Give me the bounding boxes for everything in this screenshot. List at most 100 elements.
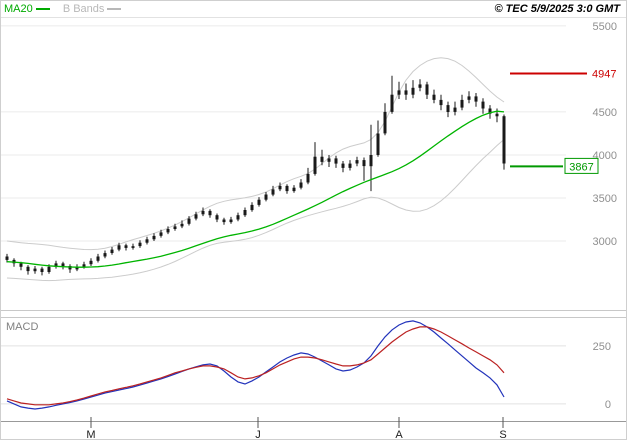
candle-body bbox=[425, 84, 429, 95]
candle-body bbox=[89, 260, 93, 265]
candle-body bbox=[117, 245, 121, 250]
candle-body bbox=[208, 210, 212, 216]
candle-body bbox=[187, 218, 191, 224]
macd-panel-title: MACD bbox=[6, 321, 39, 333]
candle-body bbox=[299, 182, 303, 188]
candle-body bbox=[229, 219, 233, 223]
candle-body bbox=[306, 173, 310, 183]
legend-bbands-swatch bbox=[107, 8, 122, 11]
candle-body bbox=[285, 185, 289, 192]
level-label: 3867 bbox=[569, 161, 593, 173]
candle-body bbox=[96, 256, 100, 261]
macd-tick-label: 0 bbox=[605, 399, 611, 411]
candle-body bbox=[495, 113, 499, 117]
level-label-box bbox=[564, 157, 599, 174]
candle-body bbox=[215, 215, 219, 220]
legend-bbands-label: B Bands bbox=[62, 3, 105, 15]
legend: MA20 B Bands bbox=[4, 2, 131, 16]
candle-body bbox=[5, 256, 9, 260]
price-tick-label: 4000 bbox=[593, 150, 617, 162]
bollinger-lower-line bbox=[6, 139, 505, 282]
candle-body bbox=[383, 111, 387, 134]
candle-body bbox=[180, 223, 184, 227]
candle-body bbox=[110, 249, 114, 253]
candle-body bbox=[138, 242, 142, 247]
candle-body bbox=[201, 210, 205, 215]
month-label: J bbox=[255, 429, 261, 440]
legend-ma20-swatch bbox=[35, 8, 50, 11]
candle-body bbox=[257, 199, 261, 205]
candle-body bbox=[334, 158, 338, 164]
candle-body bbox=[103, 253, 107, 257]
candle-body bbox=[362, 160, 366, 167]
candle-body bbox=[439, 99, 443, 106]
candle-body bbox=[446, 105, 450, 112]
candle-body bbox=[432, 94, 436, 100]
candle-body bbox=[131, 246, 135, 248]
candle-body bbox=[453, 107, 457, 112]
candle-body bbox=[467, 96, 471, 100]
bollinger-upper-line bbox=[6, 57, 505, 251]
candle-body bbox=[348, 163, 352, 168]
candle-body bbox=[250, 204, 254, 211]
month-label: M bbox=[86, 429, 95, 440]
candle-body bbox=[341, 163, 345, 168]
candle-body bbox=[355, 160, 359, 164]
candle-body bbox=[19, 263, 23, 267]
candle-body bbox=[390, 94, 394, 112]
copyright-text: © TEC 5/9/2025 3:0 GMT bbox=[494, 3, 621, 15]
price-tick-label: 3000 bbox=[593, 236, 617, 248]
candle-body bbox=[236, 215, 240, 220]
month-label: A bbox=[395, 429, 403, 440]
candlesticks bbox=[5, 75, 506, 276]
candle-body bbox=[40, 268, 44, 272]
macd-line-signal bbox=[6, 326, 505, 406]
candle-body bbox=[502, 116, 506, 164]
candle-body bbox=[243, 210, 247, 216]
chart-header: MA20 B Bands © TEC 5/9/2025 3:0 GMT bbox=[1, 1, 626, 17]
candle-body bbox=[481, 101, 485, 109]
ma20-line bbox=[6, 110, 505, 268]
candle-body bbox=[376, 133, 380, 155]
candle-body bbox=[327, 158, 331, 162]
candle-body bbox=[313, 156, 317, 174]
candle-body bbox=[47, 266, 51, 272]
candle-body bbox=[166, 229, 170, 233]
legend-ma20-label: MA20 bbox=[4, 3, 33, 15]
candle-body bbox=[33, 268, 37, 272]
candle-body bbox=[159, 232, 163, 236]
candle-body bbox=[82, 264, 86, 267]
candle-body bbox=[397, 90, 401, 95]
candle-body bbox=[68, 266, 72, 270]
macd-tick-label: 250 bbox=[593, 341, 611, 353]
candle-body bbox=[271, 189, 275, 195]
level-label: 4947 bbox=[592, 69, 616, 81]
candle-body bbox=[369, 155, 373, 167]
candle-body bbox=[411, 87, 415, 95]
candle-body bbox=[124, 245, 128, 248]
macd-line-macd bbox=[6, 320, 505, 410]
candle-body bbox=[278, 185, 282, 190]
price-tick-label: 4500 bbox=[593, 107, 617, 119]
candle-body bbox=[418, 84, 422, 88]
price-tick-label: 3500 bbox=[593, 193, 617, 205]
candle-body bbox=[54, 263, 58, 267]
candle-body bbox=[264, 194, 268, 200]
candle-body bbox=[404, 90, 408, 95]
candle-body bbox=[474, 96, 478, 102]
candle-body bbox=[194, 214, 198, 219]
candle-body bbox=[488, 108, 492, 114]
candle-body bbox=[292, 187, 296, 192]
candle-body bbox=[222, 219, 226, 223]
candle-body bbox=[460, 99, 464, 108]
candle-body bbox=[320, 156, 324, 162]
candle-body bbox=[173, 226, 177, 229]
month-label: S bbox=[499, 429, 506, 440]
candle-body bbox=[61, 263, 65, 266]
candle-body bbox=[26, 266, 30, 272]
candle-body bbox=[145, 239, 149, 243]
price-tick-label: 5500 bbox=[593, 21, 617, 33]
candle-body bbox=[75, 266, 79, 270]
